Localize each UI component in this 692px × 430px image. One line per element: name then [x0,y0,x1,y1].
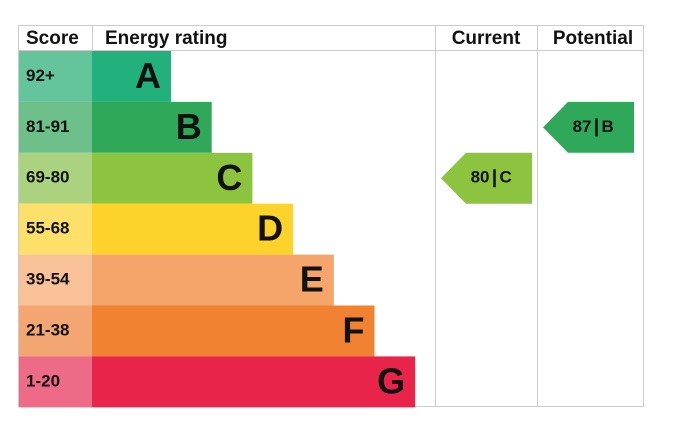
rating-bar [92,152,253,204]
rating-letter: A [135,55,161,96]
rating-bar [92,203,294,255]
header-score: Score [26,28,79,49]
rating-letter: D [257,208,283,249]
score-cell [19,356,92,408]
rating-bar [92,356,416,408]
rating-letter: B [176,106,202,147]
potential-score: 87 [573,117,592,136]
score-label: 1-20 [26,371,60,390]
header-current: Current [452,28,521,49]
score-cell [19,305,92,357]
rating-letter: G [377,360,405,401]
current-score: 80 [471,168,490,187]
score-cell [19,203,92,255]
score-label: 81-91 [26,117,69,136]
rating-bar [92,254,334,306]
score-cell [19,254,92,306]
score-label: 69-80 [26,168,69,187]
score-cell [19,152,92,204]
current-rating: C [500,168,512,187]
rating-letter: E [300,259,324,300]
score-cell [19,51,92,102]
score-label: 92+ [26,66,55,85]
rating-bar [92,101,212,153]
score-label: 55-68 [26,219,69,238]
score-label: 39-54 [26,270,70,289]
header-rating: Energy rating [105,28,227,49]
rating-bar [92,305,375,357]
rating-bar [92,51,171,102]
rating-letter: C [216,157,242,198]
potential-rating: B [602,117,614,136]
rating-letter: F [343,309,365,350]
current-pointer [441,152,532,204]
score-label: 21-38 [26,320,69,339]
score-cell [19,101,92,153]
potential-pointer [543,101,634,153]
header-potential: Potential [553,28,633,49]
